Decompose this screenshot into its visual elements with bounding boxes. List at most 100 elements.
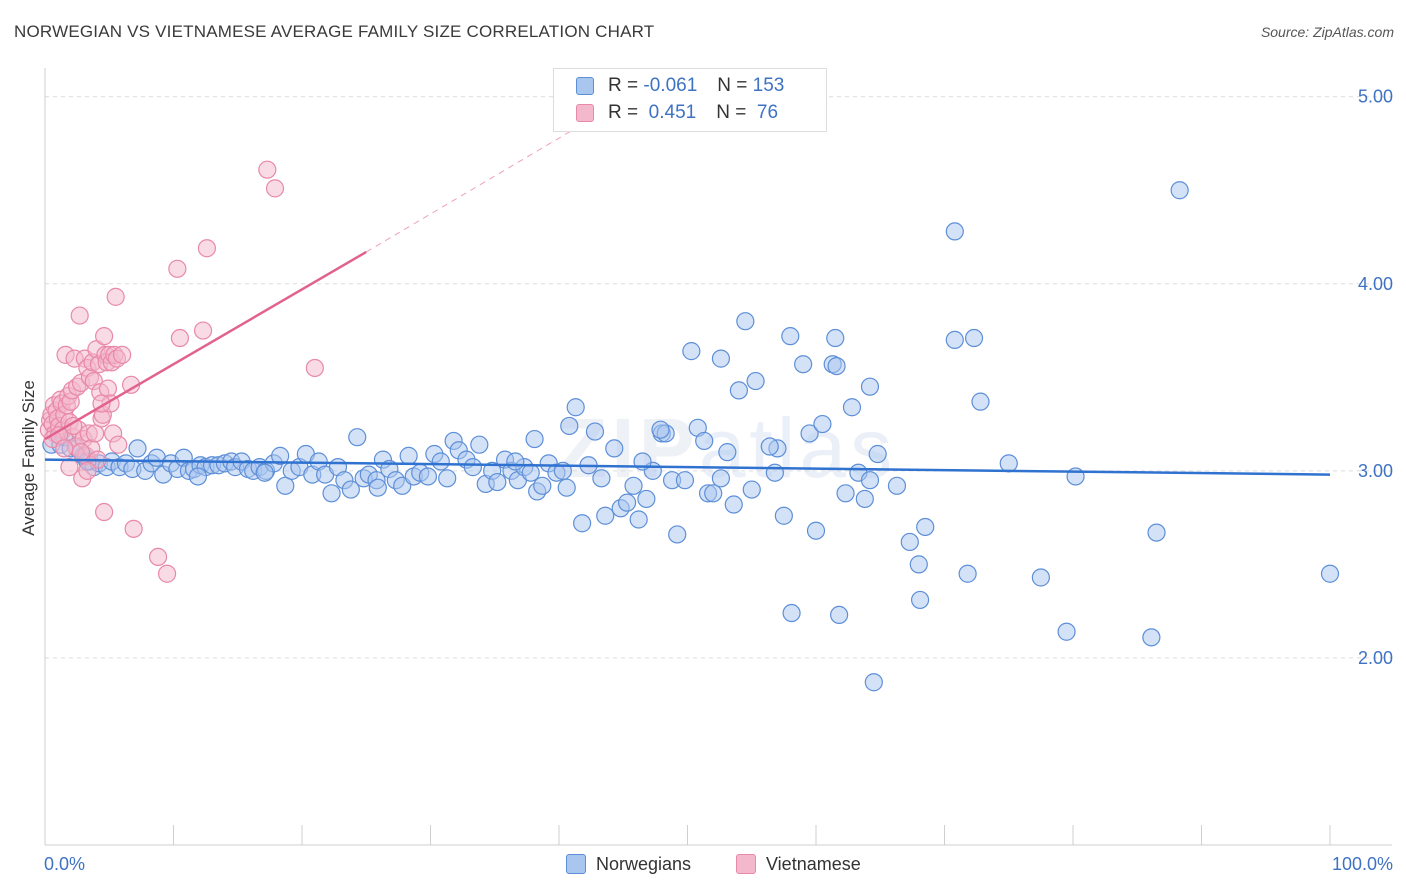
- norwegians-point: [711, 469, 731, 488]
- norwegians-point: [470, 435, 489, 454]
- norwegians-point: [736, 312, 755, 331]
- norwegians-point: [506, 452, 525, 471]
- legend-item-vietnamese[interactable]: Vietnamese: [736, 852, 861, 876]
- norwegians-point: [605, 439, 624, 458]
- norwegians-point: [860, 471, 880, 490]
- vietnamese-point: [55, 439, 74, 458]
- norwegians-point: [855, 489, 874, 509]
- vietnamese-point: [95, 327, 114, 346]
- norwegians-point: [958, 564, 977, 583]
- norwegians-point: [533, 476, 552, 495]
- vietnamese-point: [78, 461, 97, 480]
- legend-item-norwegians[interactable]: Norwegians: [566, 852, 691, 876]
- vietnamese-point: [70, 306, 89, 325]
- n-value: 76: [751, 102, 779, 123]
- norwegians-point: [826, 328, 845, 348]
- vietnamese-point: [305, 358, 324, 378]
- norwegians-point: [916, 517, 935, 537]
- norwegians-point: [1057, 622, 1076, 641]
- norwegians-point: [711, 349, 731, 368]
- vietnamese-point: [168, 259, 187, 278]
- norwegians-point: [438, 469, 457, 488]
- norwegians-legend-label: Norwegians: [596, 853, 692, 874]
- chart-source: Source: ZipAtlas.com: [1260, 24, 1394, 40]
- norwegians-point: [860, 377, 880, 396]
- norwegians-point: [557, 478, 576, 497]
- norwegians-point: [774, 506, 793, 525]
- norwegians-point: [910, 590, 930, 610]
- norwegians-point: [909, 555, 928, 574]
- norwegians-point: [188, 467, 208, 486]
- vietnamese-legend-swatch: [736, 854, 756, 874]
- norwegians-point: [945, 222, 964, 241]
- norwegians-point: [1170, 181, 1189, 200]
- norwegians-point: [525, 429, 544, 449]
- legend-row-norwegians: R = -0.061 N = 153: [576, 73, 784, 99]
- norwegians-point: [651, 420, 670, 439]
- vietnamese-point: [64, 416, 83, 436]
- vietnamese-point: [95, 502, 114, 522]
- vietnamese-point: [86, 424, 105, 443]
- vietnamese-point: [157, 564, 177, 583]
- norwegians-point: [830, 605, 849, 625]
- norwegians-point: [718, 443, 737, 462]
- trend-lines: [44, 122, 1331, 476]
- norwegians-point: [566, 398, 585, 417]
- norwegians-point: [724, 495, 743, 514]
- norwegians-point: [746, 371, 765, 391]
- norwegians-swatch: [576, 77, 594, 95]
- vietnamese-point: [258, 160, 277, 179]
- norwegians-point: [592, 469, 611, 488]
- r-value: -0.061: [643, 75, 698, 96]
- norwegians-point: [813, 414, 832, 434]
- norwegians-point: [695, 431, 714, 451]
- chart-title: NORWEGIAN VS VIETNAMESE AVERAGE FAMILY S…: [14, 22, 655, 41]
- gridlines: [45, 96, 1392, 659]
- axes: [44, 68, 1392, 846]
- norwegians-point: [271, 446, 290, 465]
- y-tick-label: 3.00: [1358, 461, 1393, 481]
- norwegians-trend-line: [44, 458, 1331, 476]
- norwegians-point: [704, 484, 723, 503]
- vietnamese-point: [60, 458, 79, 477]
- norwegians-point: [827, 356, 846, 376]
- norwegians-point: [971, 392, 990, 411]
- norwegians-point: [399, 446, 418, 465]
- y-tick-label: 2.00: [1358, 648, 1393, 668]
- r-label: R =: [608, 75, 639, 96]
- norwegians-point: [842, 398, 862, 417]
- vietnamese-point: [148, 547, 168, 567]
- norwegians-point: [322, 484, 341, 503]
- norwegians-point: [760, 437, 779, 456]
- norwegians-point: [368, 478, 387, 497]
- y-tick-labels: 2.00 3.00 4.00 5.00: [1358, 87, 1393, 668]
- norwegians-point: [341, 480, 360, 499]
- norwegians-point: [418, 467, 438, 486]
- norwegians-point: [765, 463, 784, 482]
- norwegians-point: [800, 424, 819, 443]
- norwegians-point: [618, 493, 637, 512]
- norwegians-point: [887, 476, 907, 495]
- norwegians-point: [276, 476, 295, 495]
- norwegians-point: [596, 506, 615, 525]
- norwegians-point: [806, 521, 826, 540]
- vietnamese-trend-line: [44, 250, 367, 441]
- norwegians-point: [1320, 564, 1340, 583]
- vietnamese-points: [39, 160, 324, 583]
- norwegians-point: [964, 328, 984, 348]
- norwegians-point: [637, 489, 656, 509]
- norwegians-point: [675, 471, 695, 490]
- vietnamese-trend-extension: [365, 122, 585, 253]
- norwegians-point: [668, 525, 687, 544]
- norwegians-point: [348, 428, 367, 447]
- vietnamese-point: [124, 519, 143, 538]
- norwegians-point: [629, 510, 648, 529]
- x-tick-label-max: 100.0%: [1332, 854, 1393, 874]
- norwegians-point: [1147, 523, 1166, 542]
- norwegians-point: [624, 476, 643, 495]
- norwegians-point: [1031, 568, 1050, 587]
- norwegians-point: [868, 444, 887, 464]
- y-axis-title: Average Family Size: [19, 380, 38, 536]
- vietnamese-legend-label: Vietnamese: [766, 853, 861, 874]
